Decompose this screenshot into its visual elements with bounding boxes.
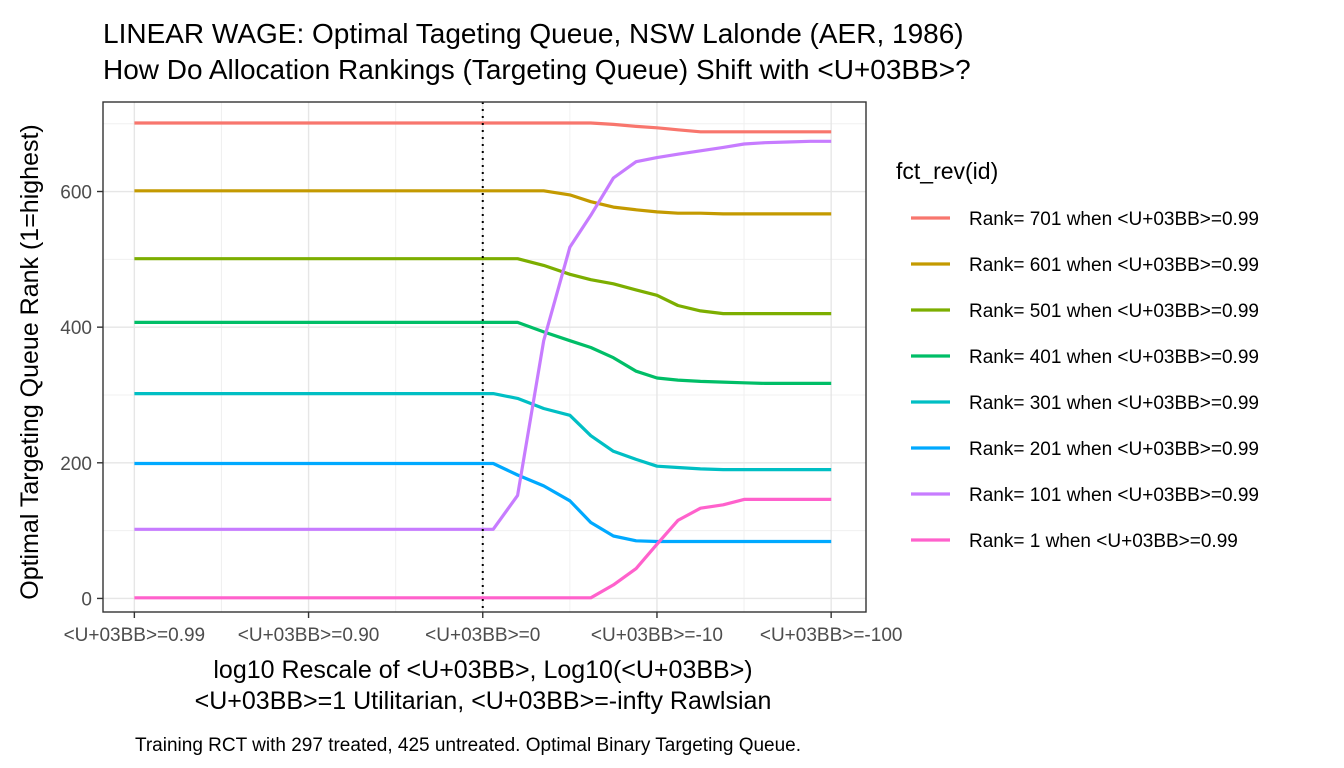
y-tick-label: 600 — [60, 183, 92, 204]
legend-title: fct_rev(id) — [896, 158, 998, 184]
series-line-6 — [134, 461, 832, 544]
series-line-4 — [134, 320, 832, 385]
legend-label-6: Rank= 201 when <U+03BB>=0.99 — [969, 439, 1259, 460]
x-axis-title: log10 Rescale of <U+03BB>, Log10(<U+03BB… — [195, 656, 772, 715]
y-tick-label: 0 — [81, 589, 92, 610]
x-tick-label: <U+03BB>=0 — [425, 625, 540, 646]
series-line-1 — [134, 121, 832, 134]
x-axis: <U+03BB>=0.99 <U+03BB>=0.90 <U+03BB>=0 <U+0… — [64, 612, 903, 646]
x-tick-label: <U+03BB>=0.90 — [238, 625, 380, 646]
legend-label-2: Rank= 601 when <U+03BB>=0.99 — [969, 255, 1259, 276]
legend-label-8: Rank= 1 when <U+03BB>=0.99 — [969, 531, 1238, 552]
series-line-5 — [134, 392, 832, 472]
grid-lines — [103, 102, 866, 612]
y-tick-label: 200 — [60, 454, 92, 475]
x-axis-title-line-2: <U+03BB>=1 Utilitarian, <U+03BB>=-infty … — [195, 687, 772, 715]
x-axis-title-line-1: log10 Rescale of <U+03BB>, Log10(<U+03BB… — [213, 656, 752, 684]
chart-titles: LINEAR WAGE: Optimal Tageting Queue, NSW… — [103, 18, 971, 85]
legend-label-7: Rank= 101 when <U+03BB>=0.99 — [969, 485, 1259, 506]
series-line-3 — [134, 257, 832, 316]
y-tick-label: 400 — [60, 318, 92, 339]
chart-title-line-2: How Do Allocation Rankings (Targeting Qu… — [103, 54, 971, 85]
x-tick-label: <U+03BB>=0.99 — [64, 625, 206, 646]
series-line-8 — [134, 497, 832, 600]
series-lines — [134, 121, 832, 600]
legend-label-4: Rank= 401 when <U+03BB>=0.99 — [969, 347, 1259, 368]
series-line-7 — [134, 139, 832, 531]
legend-label-1: Rank= 701 when <U+03BB>=0.99 — [969, 209, 1259, 230]
x-tick-label: <U+03BB>=-10 — [591, 625, 723, 646]
y-axis: 0 200 400 600 — [60, 183, 103, 610]
y-axis-title: Optimal Targeting Queue Rank (1=highest) — [16, 124, 44, 600]
chart-title-line-1: LINEAR WAGE: Optimal Tageting Queue, NSW… — [103, 18, 964, 49]
legend-label-5: Rank= 301 when <U+03BB>=0.99 — [969, 393, 1259, 414]
chart-caption: Training RCT with 297 treated, 425 untre… — [135, 735, 801, 756]
legend-label-3: Rank= 501 when <U+03BB>=0.99 — [969, 301, 1259, 322]
panel-border — [102, 101, 867, 613]
legend: fct_rev(id) Rank= 701 when <U+03BB>=0.99… — [896, 158, 1259, 552]
series-line-2 — [134, 189, 832, 216]
x-tick-label: <U+03BB>=-100 — [760, 625, 903, 646]
